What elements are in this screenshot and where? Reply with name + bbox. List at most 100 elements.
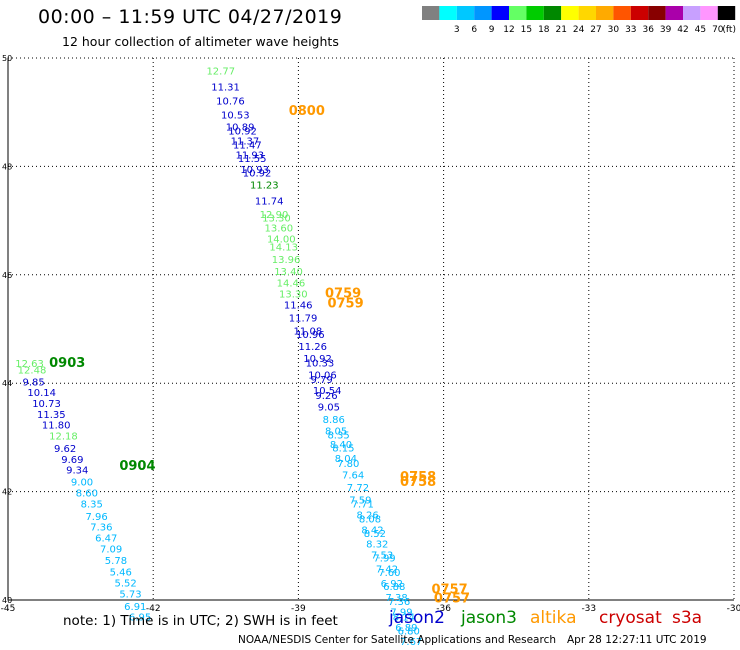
wave-height-label: 13.60 bbox=[265, 223, 294, 234]
colorbar-swatch bbox=[578, 6, 596, 20]
colorbar-label: 15 bbox=[521, 25, 532, 35]
colorbar-label: 3 bbox=[454, 25, 460, 35]
wave-height-label: 5.78 bbox=[105, 556, 127, 567]
colorbar-label: 42 bbox=[677, 25, 688, 35]
colorbar-swatch bbox=[630, 6, 649, 20]
colorbar-swatch bbox=[683, 6, 701, 20]
wave-height-label: 7.80 bbox=[337, 459, 359, 470]
mission-jason3: jason3 bbox=[461, 608, 517, 628]
wave-height-label: 9.00 bbox=[71, 478, 93, 489]
wave-height-label: 10.33 bbox=[306, 358, 335, 369]
pass-time-label: 0800 bbox=[289, 104, 325, 119]
wave-height-label: 5.73 bbox=[119, 589, 141, 600]
wave-height-label: 8.15 bbox=[332, 443, 354, 454]
colorbar-label: 45 bbox=[695, 25, 706, 35]
wave-height-label: 8.14 bbox=[393, 613, 415, 624]
colorbar-swatch bbox=[456, 6, 475, 20]
mission-altika: altika bbox=[530, 608, 577, 628]
wave-height-label: 7.99 bbox=[373, 554, 395, 565]
wave-height-label: 12.77 bbox=[206, 66, 235, 77]
wave-height-label: 9.79 bbox=[311, 375, 333, 386]
credit-line: NOAA/NESDIS Center for Satellite Applica… bbox=[238, 634, 556, 646]
colorbar-swatch bbox=[526, 6, 544, 20]
colorbar-swatch bbox=[474, 6, 492, 20]
wave-height-label: 7.71 bbox=[352, 499, 374, 510]
wave-height-label: 7.36 bbox=[388, 597, 410, 608]
wave-height-label: 13.96 bbox=[272, 255, 301, 266]
y-tick-label: 50 bbox=[2, 54, 12, 63]
wave-height-label: 9.85 bbox=[23, 377, 45, 388]
wave-height-label: 8.35 bbox=[327, 430, 349, 441]
wave-height-label: 8.04 bbox=[335, 454, 357, 465]
wave-height-label: 11.26 bbox=[298, 342, 327, 353]
pass-time-label: 0759 bbox=[327, 296, 363, 311]
footer-note: note: 1) Time is in UTC; 2) SWH is in fe… bbox=[63, 613, 338, 629]
pass-time-label: 0758 bbox=[400, 475, 436, 490]
colorbar: 3 6 9 12 15 18 21 24 27 30 33 36 39 42 45 70(ft) bbox=[422, 6, 736, 35]
wave-height-label: 11.08 bbox=[294, 326, 323, 337]
wave-height-label: 7.64 bbox=[342, 471, 364, 482]
wave-height-label: 13.30 bbox=[262, 214, 291, 225]
wave-height-label: 8.05 bbox=[325, 427, 347, 438]
x-tick-label: -33 bbox=[581, 604, 596, 614]
x-tick-label: -30 bbox=[727, 604, 740, 614]
colorbar-label: 9 bbox=[489, 25, 495, 35]
wave-height-label: 6.92 bbox=[381, 579, 403, 590]
y-tick-label: 46 bbox=[2, 271, 12, 280]
colorbar-label: 21 bbox=[555, 25, 566, 35]
wave-height-label: 7.60 bbox=[378, 568, 400, 579]
wave-height-label: 10.89 bbox=[226, 123, 255, 134]
wave-height-label: 13.30 bbox=[279, 290, 308, 301]
wave-height-label: 11.31 bbox=[211, 83, 240, 94]
chart-subtitle: 12 hour collection of altimeter wave hei… bbox=[62, 34, 339, 49]
y-tick-label: 48 bbox=[2, 162, 12, 171]
colorbar-unit: (ft) bbox=[722, 25, 736, 35]
x-tick-label: -45 bbox=[1, 604, 16, 614]
wave-height-label: 11.35 bbox=[37, 410, 66, 421]
colorbar-label: 30 bbox=[608, 25, 620, 35]
pass-time-label: 0904 bbox=[119, 459, 155, 474]
colorbar-swatch bbox=[613, 6, 631, 20]
colorbar-swatch bbox=[491, 6, 509, 20]
pass-time-label: 0757 bbox=[432, 582, 468, 597]
colorbar-swatch bbox=[648, 6, 666, 20]
y-tick-label: 42 bbox=[2, 488, 12, 497]
wave-height-label: 9.62 bbox=[54, 444, 76, 455]
wave-height-label: 7.09 bbox=[100, 544, 122, 555]
wave-height-label: 10.06 bbox=[308, 370, 337, 381]
wave-height-label: 6.95 bbox=[129, 613, 151, 624]
wave-height-label: 6.88 bbox=[383, 582, 405, 593]
wave-height-label: 10.92 bbox=[228, 126, 257, 137]
wave-height-label: 10.92 bbox=[303, 354, 332, 365]
colorbar-swatch bbox=[596, 6, 614, 20]
colorbar-swatch bbox=[561, 6, 579, 20]
mission-s3a: s3a bbox=[672, 608, 703, 628]
wave-height-label: 7.67 bbox=[400, 637, 422, 648]
wave-height-label: 13.40 bbox=[274, 267, 303, 278]
pass-time-label: 0903 bbox=[49, 356, 85, 371]
wave-height-label: 12.18 bbox=[49, 432, 78, 443]
colorbar-label: 6 bbox=[471, 25, 477, 35]
wave-height-label: 8.86 bbox=[323, 415, 345, 426]
wave-height-label: 7.42 bbox=[376, 564, 398, 575]
wave-height-label: 5.46 bbox=[110, 568, 132, 579]
wave-height-label: 6.80 bbox=[398, 627, 420, 638]
wave-height-label: 7.36 bbox=[90, 523, 112, 534]
wave-height-label: 7.99 bbox=[390, 608, 412, 619]
mission-cryosat: cryosat bbox=[599, 608, 662, 628]
wave-height-label: 14.00 bbox=[267, 234, 296, 245]
generated-timestamp: Apr 28 12:27:11 UTC 2019 bbox=[567, 634, 707, 646]
wave-height-label: 8.60 bbox=[76, 488, 98, 499]
wave-height-label: 10.92 bbox=[243, 169, 272, 180]
wave-height-label: 7.59 bbox=[349, 496, 371, 507]
colorbar-swatch bbox=[422, 6, 440, 20]
wave-height-label: 6.89 bbox=[395, 623, 417, 634]
wave-height-label: 8.42 bbox=[361, 525, 383, 536]
wave-height-label: 11.74 bbox=[255, 196, 284, 207]
wave-height-label: 6.91 bbox=[124, 602, 146, 613]
colorbar-label: 18 bbox=[538, 25, 550, 35]
wave-height-label: 10.54 bbox=[313, 386, 342, 397]
wave-height-label: 9.26 bbox=[315, 391, 337, 402]
colorbar-label: 36 bbox=[642, 25, 654, 35]
